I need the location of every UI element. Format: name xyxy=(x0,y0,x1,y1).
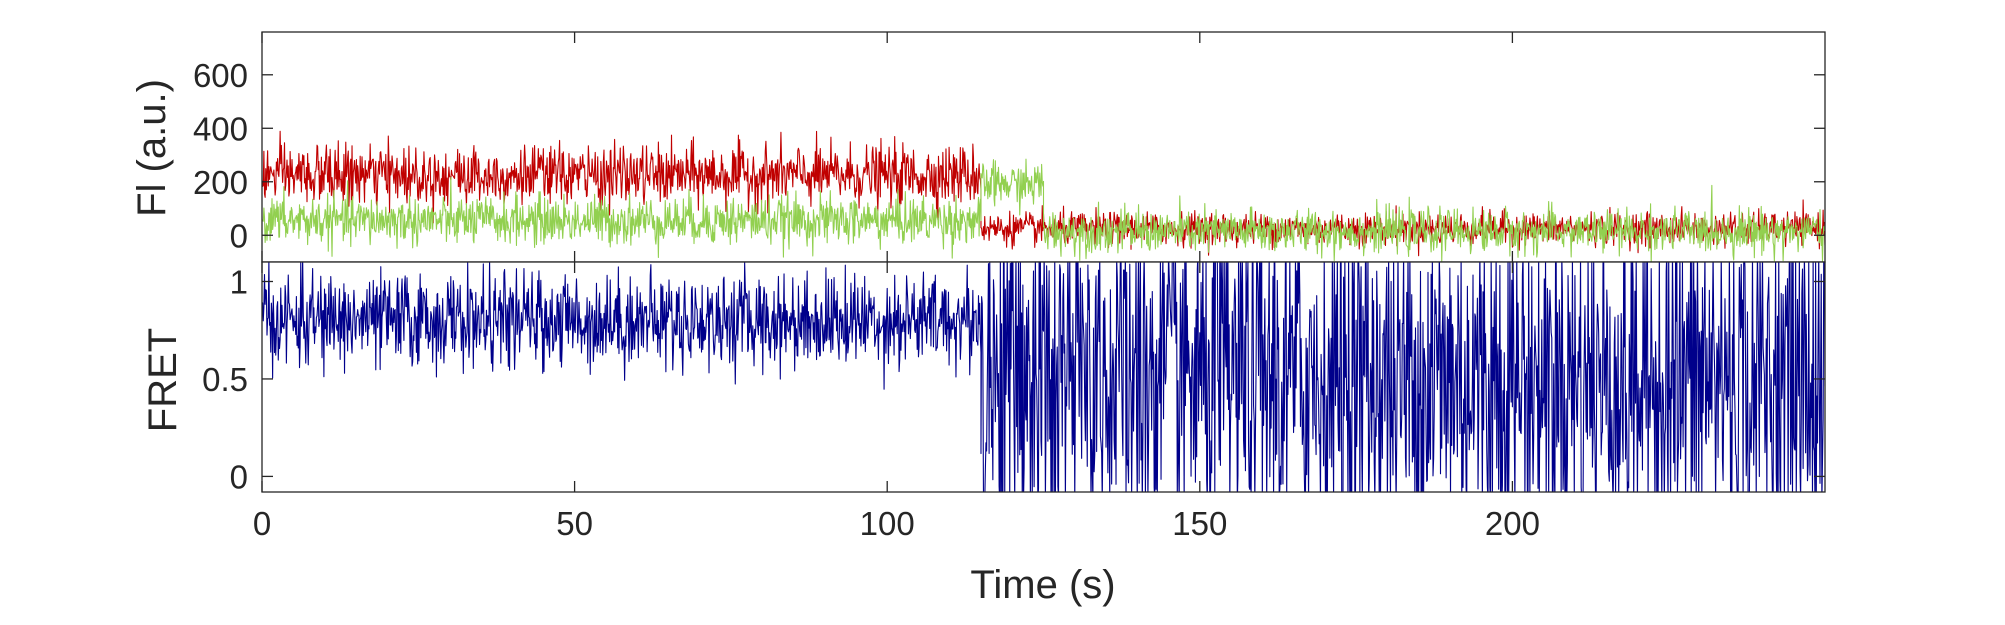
time-x-axis-label: Time (s) xyxy=(970,563,1115,607)
fret-y-tick-label: 0.5 xyxy=(202,361,248,398)
fret-panel: 0 50 100 150 200 0 0.5 1 FRET Time (s) xyxy=(141,261,1826,607)
fret-y-axis-label: FRET xyxy=(141,328,185,432)
fret-x-tick-label: 200 xyxy=(1485,505,1540,542)
fret-x-tick-label: 100 xyxy=(860,505,915,542)
fluorescence-series-group xyxy=(262,130,1825,262)
fluorescence-panel: 0 200 400 600 Fl (a.u.) xyxy=(130,31,1826,263)
fret-y-tick-label: 0 xyxy=(230,458,248,495)
fluorescence-ticks: 0 200 400 600 xyxy=(193,32,1825,262)
fluorescence-y-tick-label: 400 xyxy=(193,110,248,147)
fluorescence-trace-2 xyxy=(262,158,1825,262)
fret-y-tick-label: 1 xyxy=(230,263,248,300)
fret-x-tick-label: 0 xyxy=(253,505,271,542)
fret-ticks: 0 50 100 150 200 0 0.5 1 xyxy=(202,262,1825,542)
fluorescence-y-tick-label: 200 xyxy=(193,164,248,201)
fret-trace-1 xyxy=(262,262,1825,492)
fluorescence-y-axis-label: Fl (a.u.) xyxy=(130,79,174,217)
fret-series-group xyxy=(262,262,1825,492)
fluorescence-y-tick-label: 600 xyxy=(193,57,248,94)
fret-x-tick-label: 150 xyxy=(1172,505,1227,542)
fluorescence-y-tick-label: 0 xyxy=(230,217,248,254)
fret-axes-box xyxy=(261,261,1826,493)
fret-x-tick-label: 50 xyxy=(556,505,593,542)
